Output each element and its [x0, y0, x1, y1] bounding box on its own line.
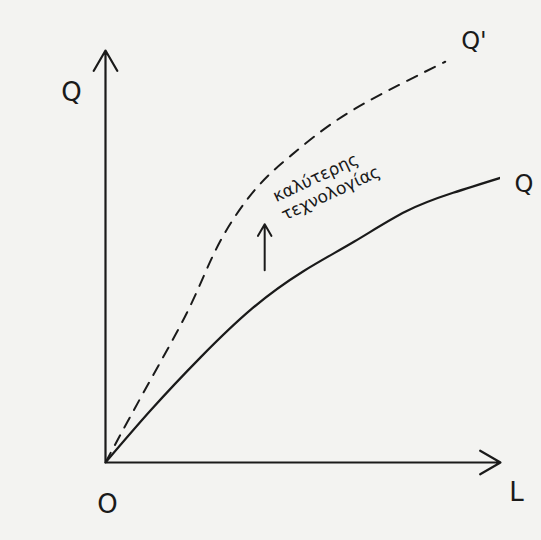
svg-text:Q: Q — [515, 170, 534, 198]
svg-text:O: O — [97, 489, 117, 519]
svg-text:Q: Q — [61, 77, 81, 107]
svg-text:L: L — [509, 477, 524, 507]
svg-text:καλύτερηςτεχνολογίας: καλύτερηςτεχνολογίας — [269, 143, 383, 225]
svg-text:Q': Q' — [461, 27, 487, 55]
